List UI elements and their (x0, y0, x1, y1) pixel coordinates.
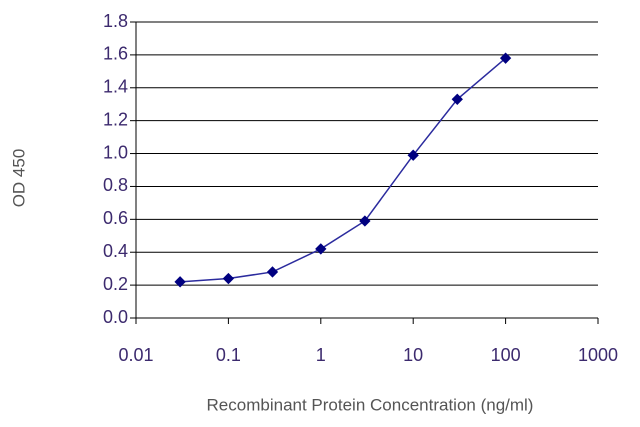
y-tick-label: 0.8 (103, 175, 128, 195)
data-point (407, 149, 419, 161)
y-axis-label: OD 450 (9, 149, 28, 208)
y-tick-label: 1.2 (103, 109, 128, 129)
y-tick-label: 1.0 (103, 142, 128, 162)
x-tick-label: 1 (316, 345, 326, 365)
data-line (180, 57, 507, 283)
x-tick-label: 10 (403, 345, 423, 365)
x-tick-label: 0.1 (216, 345, 241, 365)
x-tick-label: 100 (491, 345, 521, 365)
y-tick-label: 0.2 (103, 274, 128, 294)
data-point (359, 215, 371, 227)
y-tick-label: 1.4 (103, 77, 128, 97)
y-tick-label: 0.0 (103, 307, 128, 327)
data-point (266, 266, 279, 278)
x-tick-label: 1000 (578, 345, 618, 365)
data-point (222, 272, 235, 285)
y-tick-label: 0.6 (103, 208, 128, 228)
y-tick-label: 1.8 (103, 11, 128, 31)
data-point (174, 276, 186, 288)
x-axis-label: Recombinant Protein Concentration (ng/ml… (207, 395, 534, 414)
y-tick-label: 1.6 (103, 44, 128, 64)
data-point (315, 243, 327, 255)
x-tick-label: 0.01 (118, 345, 153, 365)
data-point (499, 52, 512, 64)
y-tick-label: 0.4 (103, 241, 128, 261)
